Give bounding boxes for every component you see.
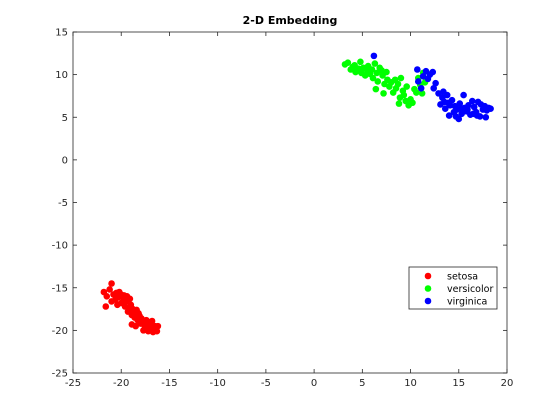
data-point-virginica [444,99,452,107]
data-point-versicolor [374,78,382,85]
data-point-setosa [125,304,133,312]
y-tick-label: -10 [52,241,68,252]
legend-marker-virginica [424,297,432,305]
y-tick-label: -25 [52,369,68,380]
y-axis: -25 -20 -15 -10 -5 0 5 10 15 [52,28,507,380]
y-tick-label: -15 [52,283,68,294]
y-tick-label: 15 [55,28,68,39]
data-point-versicolor [383,68,390,76]
data-point-setosa [102,303,110,310]
data-point-versicolor [403,83,410,90]
x-tick-label: -10 [209,378,225,389]
x-tick-label: 5 [359,378,365,389]
data-point-setosa [114,301,121,309]
legend-label-virginica: virginica [447,297,487,308]
x-tick-label: -25 [65,378,81,389]
data-point-versicolor [357,58,364,66]
chart-title: 2-D Embedding [243,14,338,27]
data-point-virginica [440,88,447,95]
data-point-setosa [106,286,113,293]
x-tick-label: -20 [113,378,129,389]
data-point-setosa [103,292,111,300]
data-point-versicolor [372,85,380,93]
data-point-virginica [452,113,460,120]
x-axis: -25 -20 -15 -10 -5 0 5 10 15 20 [65,32,514,389]
data-point-setosa [136,312,143,320]
data-point-setosa [108,280,115,287]
y-tick-label: -5 [58,198,68,209]
data-point-setosa [128,321,136,328]
data-point-setosa [126,295,134,303]
data-point-virginica [414,78,422,85]
data-point-virginica [487,105,494,113]
data-point-versicolor [395,100,403,107]
data-point-versicolor [371,60,379,67]
legend-marker-versicolor [424,285,432,292]
x-tick-label: -5 [261,378,271,389]
data-point-virginica [417,84,425,92]
data-point-virginica [414,66,421,73]
data-point-virginica [430,84,438,92]
data-point-versicolor [344,59,352,66]
data-point-setosa [142,318,149,326]
data-point-setosa [148,317,156,325]
x-tick-label: 10 [404,378,417,389]
x-tick-label: -15 [161,378,177,389]
axes-box [72,31,508,374]
legend-label-versicolor: versicolor [447,284,493,295]
data-point-versicolor [413,89,420,96]
data-point-virginica [370,52,378,60]
data-point-versicolor [400,91,408,99]
data-point-virginica [445,112,453,119]
legend-label-setosa: setosa [447,272,478,283]
y-tick-label: 10 [55,70,68,81]
x-tick-label: 0 [311,378,317,389]
data-point-versicolor [409,99,416,107]
data-point-versicolor [397,74,405,82]
data-point-versicolor [369,74,377,82]
data-point-virginica [460,91,467,99]
data-point-virginica [468,97,476,105]
y-tick-label: 0 [62,155,68,166]
y-tick-label: 5 [62,113,68,124]
data-point-virginica [482,113,490,121]
x-tick-label: 20 [501,378,514,389]
legend-box [408,266,498,310]
data-points [100,52,494,336]
data-point-virginica [464,106,471,113]
data-point-virginica [469,110,477,118]
data-point-virginica [441,105,449,113]
data-point-versicolor [380,90,387,97]
y-tick-label: -20 [52,326,68,337]
data-point-versicolor [394,80,402,88]
data-point-versicolor [368,66,376,73]
data-point-virginica [429,68,437,76]
data-point-virginica [457,105,465,113]
legend-marker-setosa [424,272,432,280]
data-point-setosa [154,322,162,330]
x-tick-label: 15 [452,378,465,389]
